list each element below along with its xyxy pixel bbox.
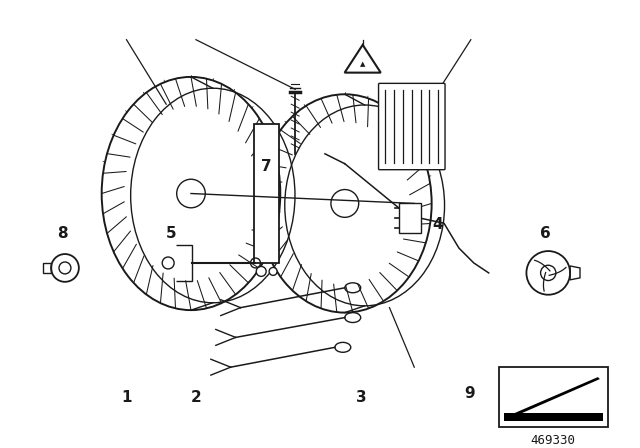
Text: 7: 7 [260,159,271,174]
Circle shape [256,267,266,276]
Text: 6: 6 [540,226,551,241]
Bar [504,413,603,421]
FancyBboxPatch shape [378,83,445,170]
Text: 4: 4 [432,217,443,232]
Text: 3: 3 [356,390,367,405]
Text: ▲: ▲ [360,61,365,68]
Bar [499,367,608,426]
Text: 2: 2 [191,390,202,405]
Text: 469330: 469330 [531,434,576,447]
Polygon shape [511,377,600,417]
Bar [399,203,421,233]
Bar [253,124,279,263]
Text: 9: 9 [464,386,475,401]
Text: 1: 1 [121,390,132,405]
Text: 8: 8 [58,226,68,241]
Text: 5: 5 [165,226,176,241]
Circle shape [269,267,277,276]
